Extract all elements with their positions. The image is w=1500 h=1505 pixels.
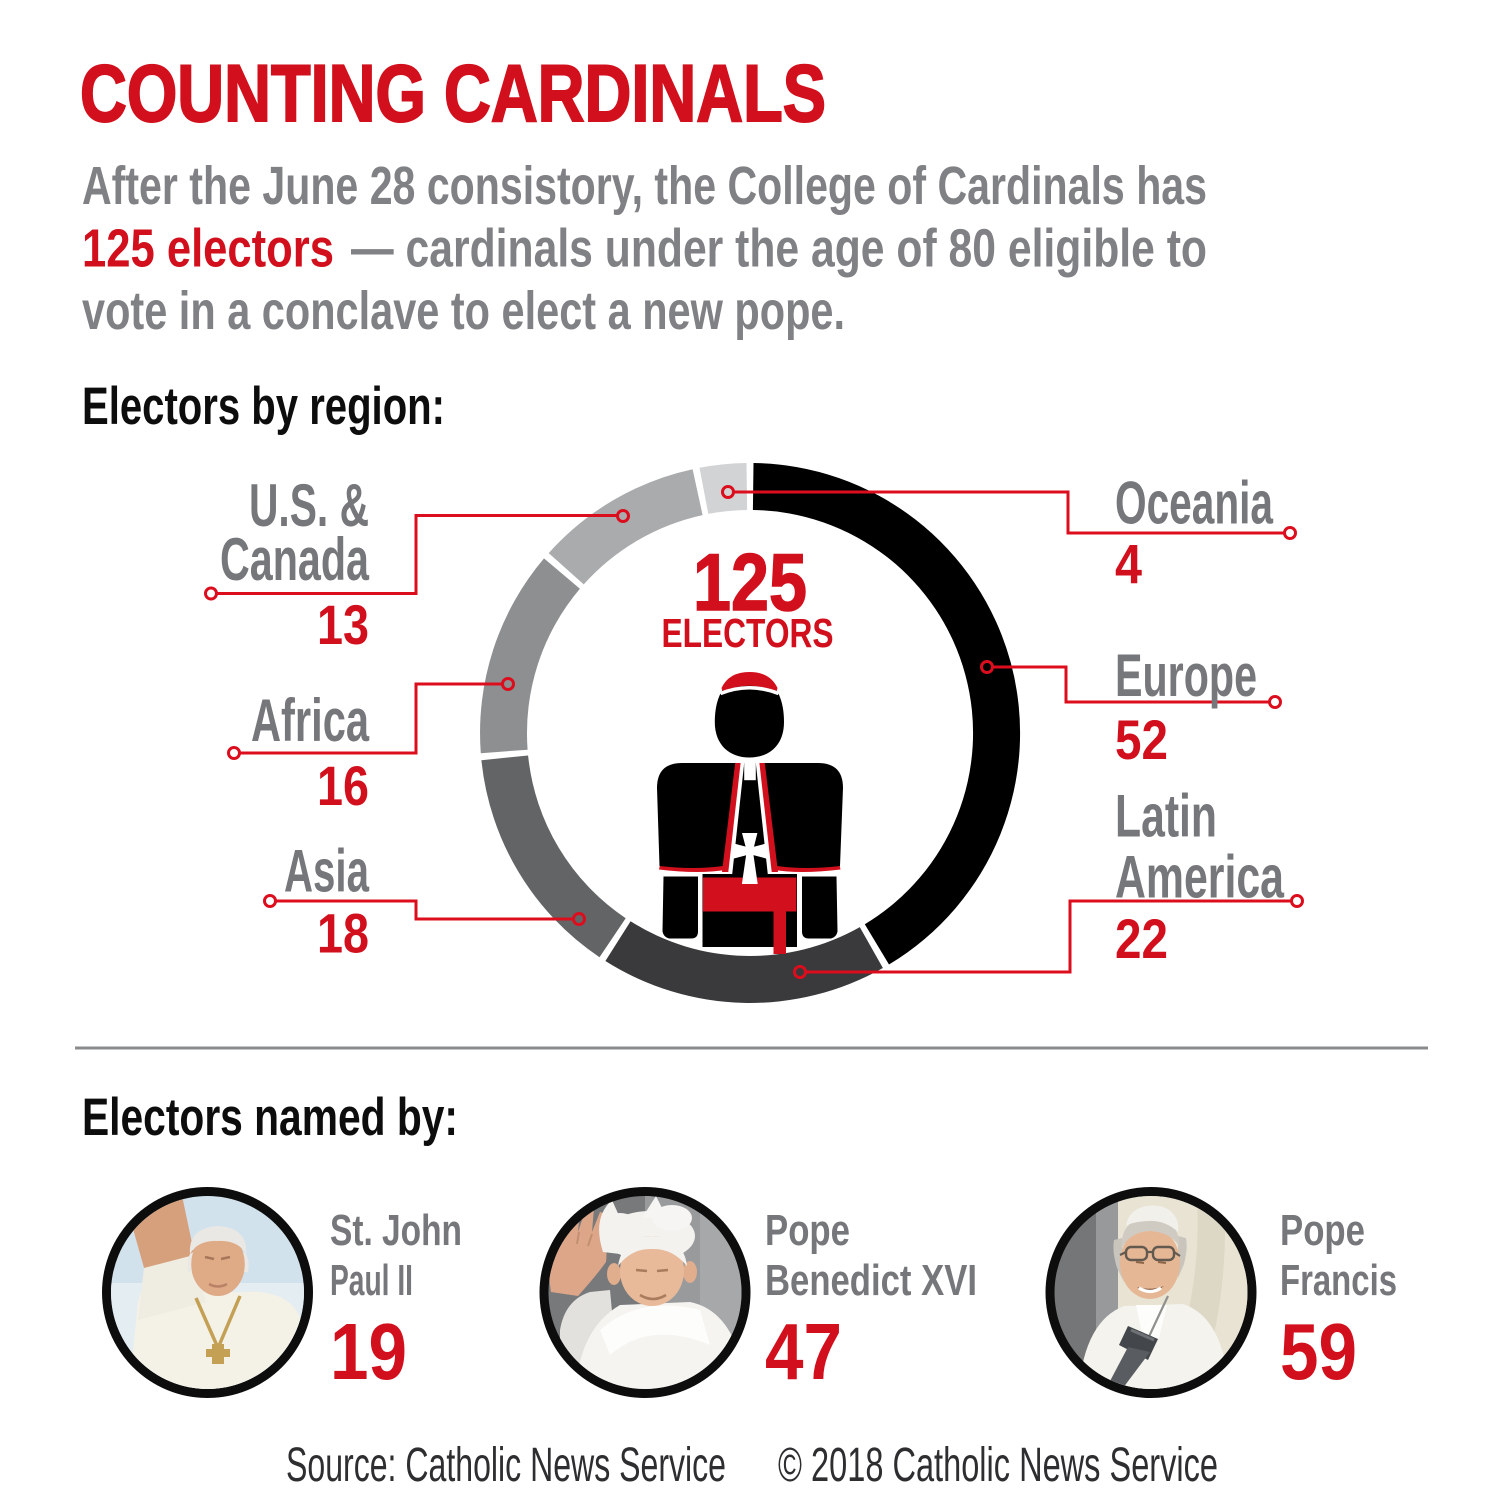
svg-text:Asia: Asia: [284, 838, 369, 905]
svg-text:Canada: Canada: [220, 526, 369, 593]
svg-text:22: 22: [1115, 907, 1168, 970]
svg-text:Source: Catholic News Service: Source: Catholic News Service: [286, 1439, 726, 1492]
svg-text:125: 125: [693, 538, 807, 628]
svg-text:— cardinals under the age of 8: — cardinals under the age of 80 eligible…: [351, 219, 1207, 279]
svg-text:ELECTORS: ELECTORS: [662, 610, 834, 656]
svg-text:U.S. &: U.S. &: [249, 472, 369, 539]
svg-text:52: 52: [1115, 708, 1168, 771]
svg-text:America: America: [1115, 844, 1284, 911]
svg-text:125 electors: 125 electors: [82, 219, 334, 279]
svg-text:© 2018 Catholic News Service: © 2018 Catholic News Service: [778, 1439, 1218, 1492]
svg-text:4: 4: [1115, 533, 1142, 596]
svg-text:18: 18: [317, 901, 369, 964]
svg-text:St. John: St. John: [330, 1206, 462, 1255]
svg-text:Africa: Africa: [251, 687, 369, 754]
svg-text:59: 59: [1280, 1307, 1357, 1396]
svg-text:Paul II: Paul II: [330, 1256, 413, 1305]
svg-text:vote in a conclave to elect a: vote in a conclave to elect a new pope.: [82, 281, 845, 341]
svg-text:Benedict XVI: Benedict XVI: [765, 1256, 977, 1305]
svg-text:16: 16: [317, 754, 369, 817]
svg-text:Pope: Pope: [1280, 1206, 1365, 1255]
svg-text:Francis: Francis: [1280, 1256, 1397, 1305]
svg-text:Latin: Latin: [1115, 783, 1217, 850]
svg-text:Pope: Pope: [765, 1206, 850, 1255]
svg-text:19: 19: [330, 1307, 407, 1396]
svg-text:13: 13: [317, 593, 369, 656]
svg-text:Electors by region:: Electors by region:: [82, 377, 445, 436]
svg-text:After the June 28 consistory,: After the June 28 consistory, the Colleg…: [82, 156, 1207, 216]
svg-text:Electors named by:: Electors named by:: [82, 1088, 458, 1147]
svg-text:Oceania: Oceania: [1115, 470, 1273, 537]
svg-text:Europe: Europe: [1115, 642, 1257, 709]
svg-text:COUNTING CARDINALS: COUNTING CARDINALS: [80, 49, 826, 139]
svg-text:47: 47: [765, 1307, 842, 1396]
